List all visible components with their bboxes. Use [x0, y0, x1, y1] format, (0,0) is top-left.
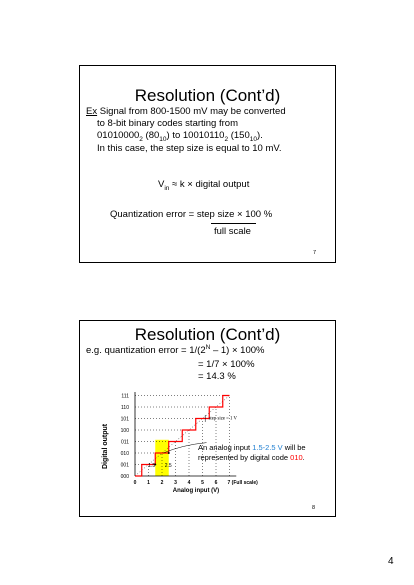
y-tick-label: 000	[121, 474, 130, 480]
code-highlight: 010	[290, 453, 303, 462]
slide-7: Resolution (Cont’d) Ex Signal from 800-1…	[79, 65, 336, 263]
formula-vin: Vin ≈ k × digital output	[158, 179, 250, 192]
equation-line-3: = 14.3 %	[198, 371, 236, 382]
x-tick-label: 1	[147, 480, 150, 486]
slide-title: Resolution (Cont’d)	[134, 325, 281, 344]
marker-1-5: 1.5	[148, 463, 155, 469]
range-highlight: 1.5-2.5 V	[252, 443, 283, 452]
slide-number: 8	[312, 505, 316, 511]
y-tick-label: 100	[121, 428, 130, 434]
y-tick-label: 111	[121, 394, 129, 400]
annotation-pointer	[163, 442, 207, 454]
slide-number: 7	[313, 250, 317, 256]
slide-8: Resolution (Cont’d) e.g. quantization er…	[79, 320, 336, 517]
y-axis-label: Digital output	[102, 423, 109, 469]
y-tick-label: 101	[121, 417, 130, 423]
qe-denominator: full scale	[214, 226, 251, 237]
adc-transfer-chart: 000 001 010 011 100 101 110 111 0 1 2 3 4 5 6 7 (Full s…	[100, 381, 270, 501]
x-tick-label: 2	[161, 480, 164, 486]
y-tick-label: 110	[121, 405, 129, 411]
annotation: An analog input 1.5-2.5 V will be repres…	[198, 443, 306, 462]
x-tick-label: 0	[134, 480, 137, 486]
staircase-series	[135, 394, 230, 477]
ex-label: Ex	[86, 106, 98, 117]
x-axis-label: Analog input (V)	[173, 488, 219, 494]
x-tick-label: 3	[174, 480, 177, 486]
example-line-3: 010100002 (8010) to 100101102 (15010).	[97, 130, 263, 143]
x-tick-label: 4	[188, 480, 191, 486]
y-tick-label: 001	[121, 463, 130, 469]
equation-line-2: = 1/7 × 100%	[198, 359, 255, 370]
example-line-2: to 8-bit binary codes starting from	[97, 118, 238, 129]
fraction-bar	[211, 223, 256, 224]
page-number: 4	[388, 556, 394, 567]
equation-line-1: e.g. quantization error = 1/(2N – 1) × 1…	[86, 344, 265, 357]
y-tick-label: 010	[121, 451, 130, 457]
y-tick-label: 011	[121, 440, 129, 446]
marker-dot	[154, 463, 157, 466]
step-size-label: step size = 1 V	[209, 417, 238, 422]
slide-title: Resolution (Cont’d)	[134, 86, 281, 105]
example-line-1: Ex Signal from 800-1500 mV may be conver…	[86, 106, 286, 117]
marker-2-5: 2.5	[165, 463, 172, 469]
quantization-error-formula: Quantization error = step size × 100 %	[110, 209, 273, 220]
x-tick-label: 5	[201, 480, 204, 486]
example-line-4: In this case, the step size is equal to …	[97, 143, 282, 154]
x-tick-label: 6	[215, 480, 218, 486]
marker-dot	[167, 452, 170, 454]
x-tick-label: 7 (Full scale)	[228, 480, 259, 486]
